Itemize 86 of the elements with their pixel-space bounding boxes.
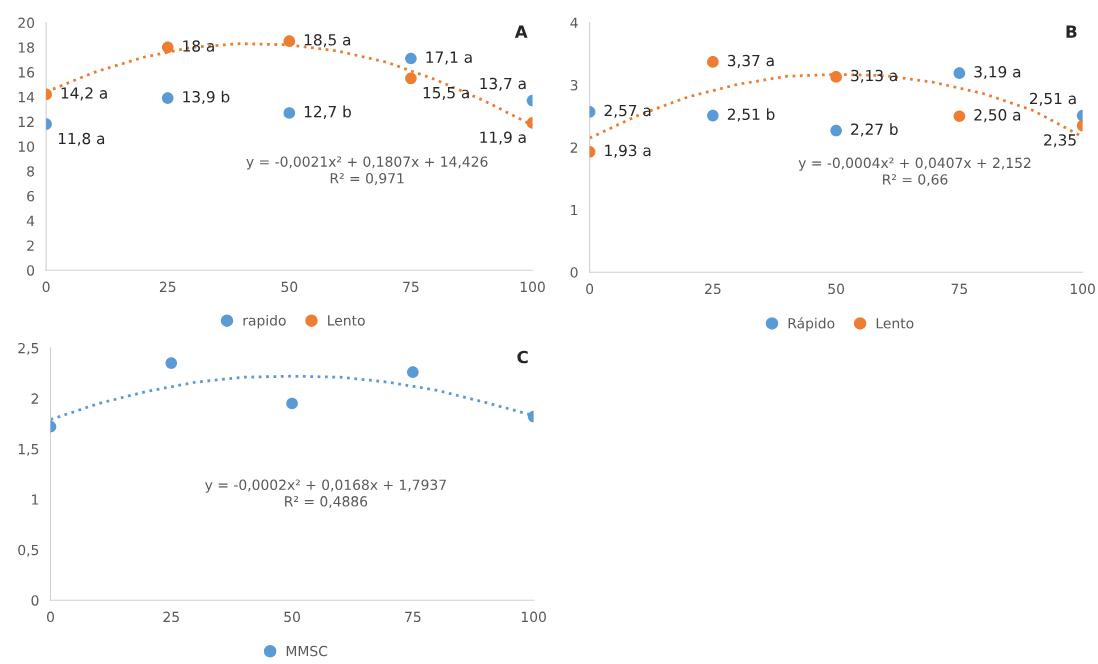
point — [161, 41, 174, 54]
data-label: 2,35 — [1044, 134, 1076, 148]
x-tick-label: 75 — [951, 283, 967, 295]
data-label: 18,5 a — [304, 34, 351, 48]
legend-label: MMSC — [286, 645, 328, 657]
data-label: 14,2 a — [61, 87, 107, 101]
y-tick-label: 6 — [27, 190, 35, 202]
data-label: 18 a — [183, 40, 214, 52]
y-tick-label: 18 — [18, 42, 35, 53]
legend-label: Lento — [328, 315, 365, 326]
x-tick-label: 0 — [47, 611, 54, 623]
y-tick-label: 0,5 — [18, 544, 39, 557]
x-tick-label: 75 — [405, 611, 421, 623]
point — [405, 72, 417, 85]
annotation: R² = 0,4886 — [285, 496, 368, 509]
data-label: 11,8 a — [58, 132, 105, 146]
data-label: 15,5 a — [423, 87, 469, 101]
y-tick-label: 14 — [18, 92, 35, 103]
data-label: 2,51 a — [1029, 92, 1076, 106]
y-tick-label: 10 — [18, 141, 35, 152]
x-tick-label: 50 — [828, 283, 845, 295]
y-tick-label: 2 — [570, 142, 578, 153]
x-tick-label: 25 — [163, 611, 179, 623]
point — [286, 397, 298, 410]
x-tick-label: 0 — [586, 283, 594, 295]
legend-label: rapido — [243, 314, 286, 329]
y-tick-label: 2 — [31, 393, 39, 404]
y-tick-label: 1 — [571, 204, 578, 216]
y-tick-label: 2 — [27, 240, 34, 251]
annotation: C — [517, 350, 528, 364]
y-tick-label: 20 — [18, 17, 35, 29]
legend-label: Rápido — [788, 317, 835, 332]
data-label: 13,7 a — [480, 77, 526, 91]
annotation: R² = 0,971 — [330, 173, 404, 185]
annotation: B — [1066, 25, 1077, 38]
point — [407, 366, 419, 378]
x-tick-label: 100 — [520, 281, 545, 293]
x-tick-label: 0 — [42, 281, 50, 293]
x-tick-label: 50 — [284, 611, 300, 623]
point — [707, 56, 719, 68]
y-tick-label: 1 — [32, 494, 39, 505]
data-label: 11,9 a — [480, 131, 526, 145]
point — [953, 67, 966, 79]
point — [283, 35, 296, 47]
annotation: y = -0,0004x² + 0,0407x + 2,152 — [798, 157, 1031, 171]
legend-label: Lento — [876, 318, 914, 329]
data-label: 2,50 a — [974, 109, 1021, 123]
point — [830, 124, 842, 137]
annotation: y = -0,0002x² + 0,0168x + 1,7937 — [205, 479, 446, 493]
y-tick-label: 0 — [570, 267, 578, 278]
data-label: 1,93 a — [605, 144, 651, 158]
x-tick-label: 100 — [521, 611, 546, 623]
x-tick-label: 50 — [281, 281, 298, 293]
data-label: 3,13 a — [851, 69, 897, 83]
data-label: 2,27 b — [851, 123, 898, 137]
point — [405, 52, 417, 65]
point — [707, 109, 719, 122]
data-label: 3,37 a — [727, 54, 774, 68]
point — [953, 110, 966, 123]
data-label: 2,57 a — [604, 104, 651, 118]
y-tick-label: 4 — [26, 215, 35, 226]
x-tick-label: 100 — [1070, 283, 1095, 295]
x-tick-label: 25 — [159, 281, 176, 293]
point — [283, 107, 296, 119]
data-label: 17,1 a — [426, 51, 472, 65]
y-tick-label: 16 — [18, 67, 35, 78]
y-tick-label: 0 — [27, 265, 35, 276]
point — [830, 71, 842, 83]
y-tick-label: 8 — [27, 166, 35, 177]
y-tick-label: 1,5 — [18, 444, 39, 456]
data-label: 13,9 b — [183, 90, 230, 105]
y-tick-label: 4 — [570, 17, 578, 28]
x-tick-label: 25 — [705, 283, 721, 295]
y-tick-label: 12 — [18, 116, 34, 127]
y-tick-label: 0 — [31, 595, 39, 606]
annotation: A — [514, 25, 528, 38]
y-tick-label: 2,5 — [18, 342, 39, 355]
x-tick-label: 75 — [403, 281, 419, 293]
data-label: 2,51 b — [727, 108, 775, 122]
annotation: y = -0,0021x² + 0,1807x + 14,426 — [246, 156, 488, 170]
y-tick-label: 3 — [570, 79, 578, 91]
point — [165, 357, 178, 369]
point — [161, 92, 174, 104]
annotation: R² = 0,66 — [883, 174, 948, 187]
data-label: 3,19 a — [974, 66, 1021, 80]
data-label: 12,7 b — [304, 105, 351, 119]
